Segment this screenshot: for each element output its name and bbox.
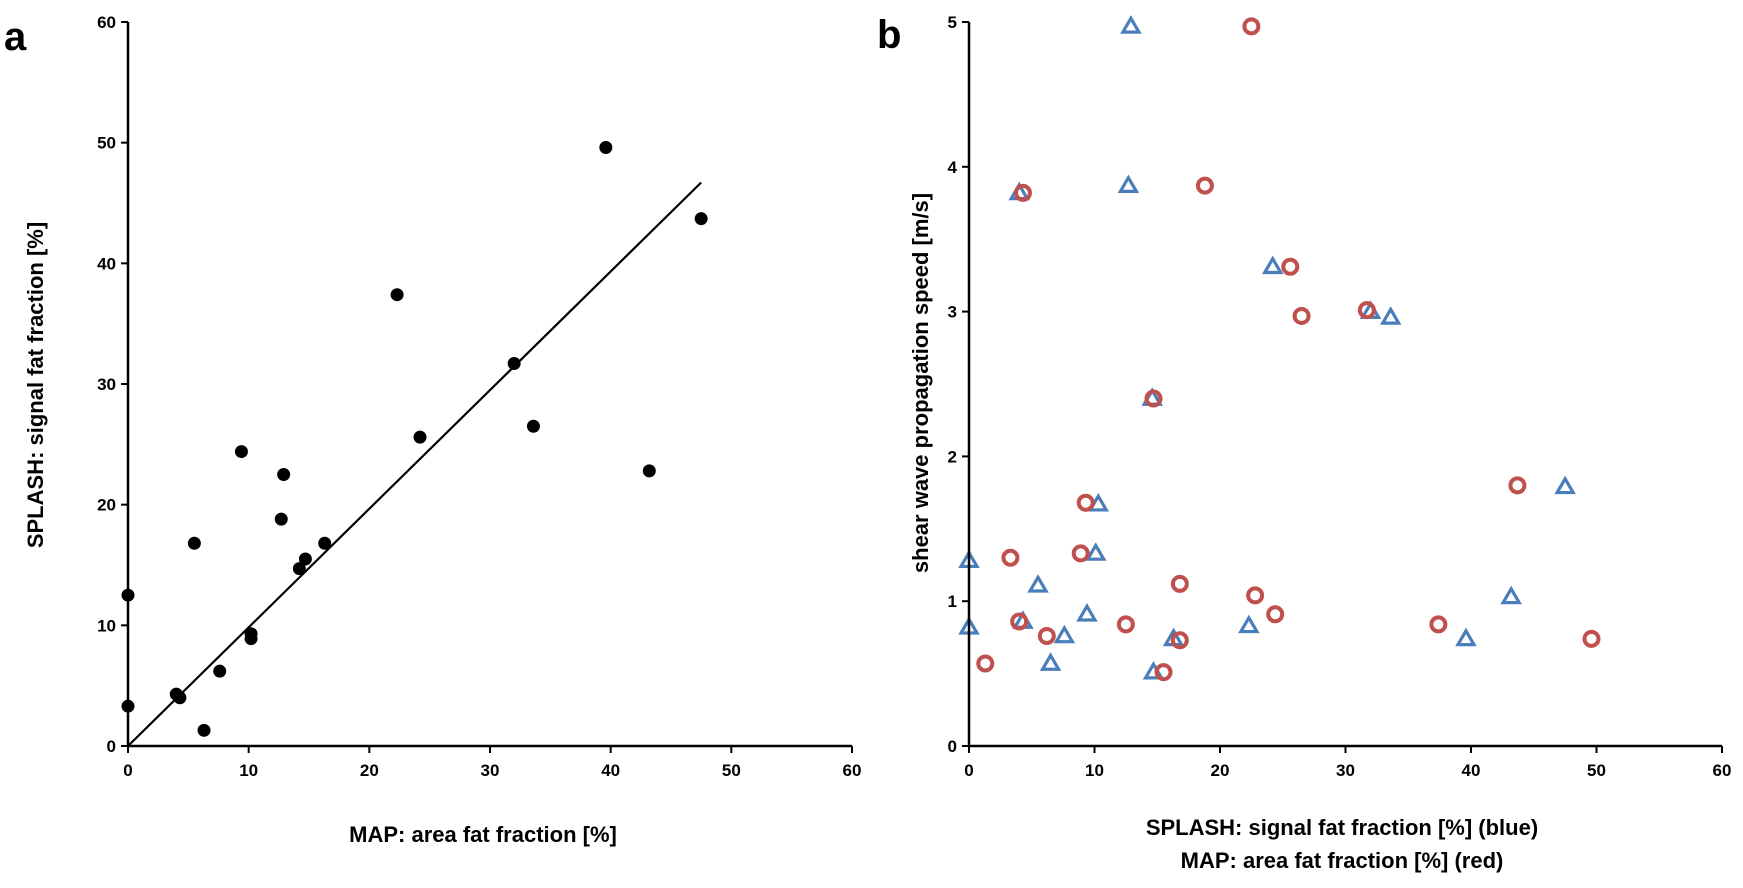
- map-data-point: [1429, 615, 1448, 634]
- splash-data-point: [1261, 255, 1284, 275]
- splash-data-point: [1117, 174, 1140, 193]
- data-point: [298, 552, 312, 566]
- data-point: [197, 723, 211, 737]
- map-data-point: [1246, 586, 1265, 605]
- panel-a-label: a: [4, 15, 27, 59]
- data-point: [173, 691, 187, 705]
- map-data-point: [1037, 626, 1056, 645]
- panel-a-points: [121, 140, 708, 737]
- splash-data-point: [1076, 603, 1098, 622]
- panel-b-points: [958, 15, 1601, 682]
- data-point: [390, 288, 404, 302]
- panel-b-x-tick-label: 10: [1085, 761, 1104, 780]
- panel-a-x-tick-label: 30: [481, 761, 500, 780]
- map-data-point: [1170, 574, 1189, 593]
- splash-data-point: [1039, 652, 1062, 671]
- panel-b-x-tick-label: 60: [1713, 761, 1732, 780]
- panel-b-y-axis-label: shear wave propagation speed [m/s]: [908, 193, 933, 573]
- panel-b: b 0 1 2 3 4 5 0 10 20 30 40 50 60 shear wave propag…: [877, 13, 1731, 873]
- panel-a-x-tick-label: 0: [123, 761, 132, 780]
- map-data-point: [1170, 631, 1189, 650]
- splash-data-point: [1500, 585, 1522, 605]
- data-point: [642, 464, 656, 478]
- map-data-point: [1010, 612, 1029, 631]
- panel-a-x-axis-label: MAP: area fat fraction [%]: [349, 822, 617, 847]
- data-point: [274, 512, 288, 526]
- panel-b-y-tick-label: 1: [948, 592, 957, 611]
- panel-a-y-ticks: 0 10 20 30 40 50 60: [97, 13, 128, 756]
- panel-a-x-tick-label: 10: [239, 761, 258, 780]
- map-data-point: [1508, 476, 1527, 495]
- splash-data-point: [1238, 614, 1260, 634]
- panel-b-x-tick-label: 40: [1462, 761, 1481, 780]
- map-data-point: [1357, 301, 1376, 320]
- map-data-point: [976, 654, 995, 673]
- map-data-point: [1076, 493, 1095, 512]
- panel-b-x-tick-label: 0: [964, 761, 973, 780]
- map-data-point: [1154, 663, 1173, 682]
- data-point: [694, 212, 708, 226]
- map-data-point: [1144, 389, 1163, 408]
- map-data-point: [1001, 548, 1020, 567]
- data-point: [234, 445, 248, 459]
- splash-data-point: [1027, 574, 1049, 593]
- data-point: [277, 468, 291, 481]
- map-data-point: [1071, 544, 1090, 563]
- data-point: [213, 664, 227, 678]
- panel-b-y-tick-label: 5: [948, 13, 957, 32]
- panel-a: a 0 10 20 30 40 50 60 0 10 20 30 40 50 60 SPLASH: si…: [4, 13, 861, 847]
- panel-a-y-tick-label: 30: [97, 375, 116, 394]
- splash-data-point: [1053, 624, 1076, 644]
- panel-b-y-tick-label: 2: [948, 447, 957, 466]
- panel-b-y-tick-label: 4: [948, 158, 958, 177]
- panel-b-x-tick-label: 30: [1336, 761, 1355, 780]
- panel-a-y-tick-label: 50: [97, 134, 116, 153]
- map-data-point: [1116, 615, 1135, 634]
- map-data-point: [1582, 629, 1601, 648]
- data-point: [244, 627, 258, 641]
- panel-b-y-ticks: 0 1 2 3 4 5: [948, 13, 969, 756]
- panel-a-trendline-group: [127, 181, 702, 747]
- map-data-point: [1266, 605, 1285, 624]
- panel-b-x-axis-label-blue: SPLASH: signal fat fraction [%] (blue): [1146, 815, 1538, 840]
- panel-b-x-ticks: 0 10 20 30 40 50 60: [964, 746, 1731, 780]
- panel-a-x-tick-label: 60: [843, 761, 862, 780]
- splash-data-point: [1379, 306, 1402, 325]
- panel-a-y-tick-label: 40: [97, 254, 116, 273]
- panel-b-x-axis-label-red: MAP: area fat fraction [%] (red): [1181, 848, 1504, 873]
- splash-data-point: [1120, 15, 1142, 34]
- data-point: [507, 356, 521, 370]
- panel-a-y-tick-label: 10: [97, 616, 116, 635]
- panel-b-x-tick-label: 50: [1587, 761, 1606, 780]
- data-point: [318, 536, 332, 550]
- data-point: [526, 419, 540, 433]
- data-point: [599, 140, 613, 154]
- data-point: [292, 562, 306, 576]
- map-data-point: [1292, 306, 1311, 325]
- panel-a-y-tick-label: 20: [97, 496, 116, 515]
- panel-b-y-tick-label: 3: [948, 303, 957, 322]
- panel-a-y-tick-label: 0: [107, 737, 116, 756]
- map-data-point: [1013, 183, 1032, 202]
- panel-b-x-tick-label: 20: [1211, 761, 1230, 780]
- splash-data-point: [1554, 475, 1576, 495]
- panel-a-trendline: [127, 181, 702, 747]
- data-point: [413, 430, 427, 444]
- map-data-point: [1195, 176, 1214, 195]
- panel-b-label: b: [877, 13, 901, 57]
- panel-b-y-tick-label: 0: [948, 737, 957, 756]
- panel-a-y-axis-label: SPLASH: signal fat fraction [%]: [23, 222, 48, 548]
- panel-a-x-tick-label: 40: [601, 761, 620, 780]
- splash-data-point: [1455, 627, 1477, 647]
- panel-a-x-tick-label: 50: [722, 761, 741, 780]
- panel-a-y-tick-label: 60: [97, 13, 116, 32]
- data-point: [187, 536, 201, 550]
- splash-data-point: [1084, 542, 1107, 561]
- map-data-point: [1242, 17, 1261, 36]
- map-data-point: [1281, 257, 1300, 276]
- panel-a-x-tick-label: 20: [360, 761, 379, 780]
- panel-a-x-ticks: 0 10 20 30 40 50 60: [123, 746, 861, 780]
